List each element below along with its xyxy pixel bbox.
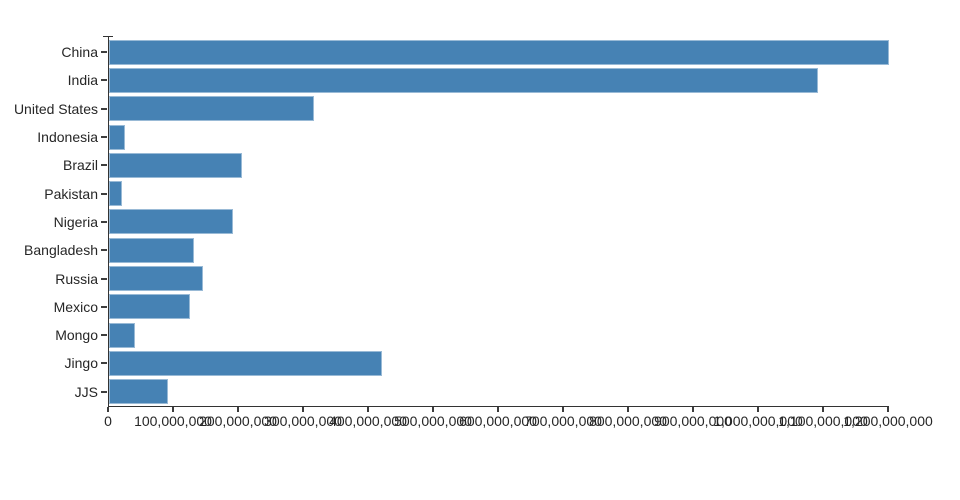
x-axis-tick-label: 600,000,000 [459,413,537,429]
y-axis-top-tick [103,36,113,37]
x-tick [887,407,889,412]
x-axis-tick-label: 800,000,000 [589,413,667,429]
y-tick [101,277,107,280]
y-tick [101,192,107,195]
x-axis-tick-label: 200,000,000 [199,413,277,429]
bar [109,152,243,178]
x-tick [757,407,759,412]
bar [109,67,818,93]
x-tick [432,407,434,412]
y-axis-label: Nigeria [53,213,98,230]
x-tick [497,407,499,412]
y-tick [101,79,107,82]
x-axis-tick-label: 900,000,000 [654,413,732,429]
bar [109,266,204,292]
y-axis-label: JJS [74,383,98,400]
y-tick [101,136,107,139]
x-axis-tick-label: 1,200,000,000 [843,413,933,429]
y-axis-label: Jingo [64,355,98,372]
x-tick [237,407,239,412]
y-axis-label: United States [13,100,98,117]
y-tick [101,220,107,223]
bar [109,124,126,150]
bar [109,294,191,320]
y-axis-label: Mongo [55,327,98,344]
y-tick [101,334,107,337]
bar [109,181,122,207]
bar [109,96,314,122]
y-axis-label: Indonesia [37,129,98,146]
y-axis-label: Brazil [62,157,98,174]
x-tick [172,407,174,412]
x-tick [367,407,369,412]
x-tick [107,407,109,412]
bar [109,379,168,405]
bar [109,39,889,65]
bar [109,322,135,348]
x-axis-tick-label: 700,000,000 [524,413,602,429]
y-tick [101,164,107,167]
x-tick [627,407,629,412]
x-axis-line [108,406,889,407]
y-axis-label: China [61,44,98,61]
x-tick [302,407,304,412]
y-axis-line [108,36,109,406]
bar [109,209,233,235]
x-axis-tick-label: 100,000,000 [134,413,212,429]
y-tick [101,249,107,252]
y-axis-label: Bangladesh [24,242,98,259]
x-axis-tick-label: 1,000,000,000 [713,413,803,429]
y-tick [101,362,107,365]
bar [109,350,382,376]
y-tick [101,305,107,308]
y-tick [101,390,107,393]
y-axis-label: India [67,72,98,89]
x-tick [692,407,694,412]
y-tick [101,107,107,110]
bar [109,237,194,263]
y-axis-label: Russia [55,270,98,287]
x-axis-tick-label: 300,000,000 [264,413,342,429]
x-axis-tick-label: 0 [104,413,112,429]
x-axis-tick-label: 400,000,000 [329,413,407,429]
x-axis-tick-label: 500,000,000 [394,413,472,429]
y-axis-label: Mexico [53,298,98,315]
x-tick [822,407,824,412]
x-axis-tick-label: 1,100,000,000 [778,413,868,429]
y-tick [101,51,107,54]
y-axis-label: Pakistan [44,185,98,202]
x-tick [562,407,564,412]
